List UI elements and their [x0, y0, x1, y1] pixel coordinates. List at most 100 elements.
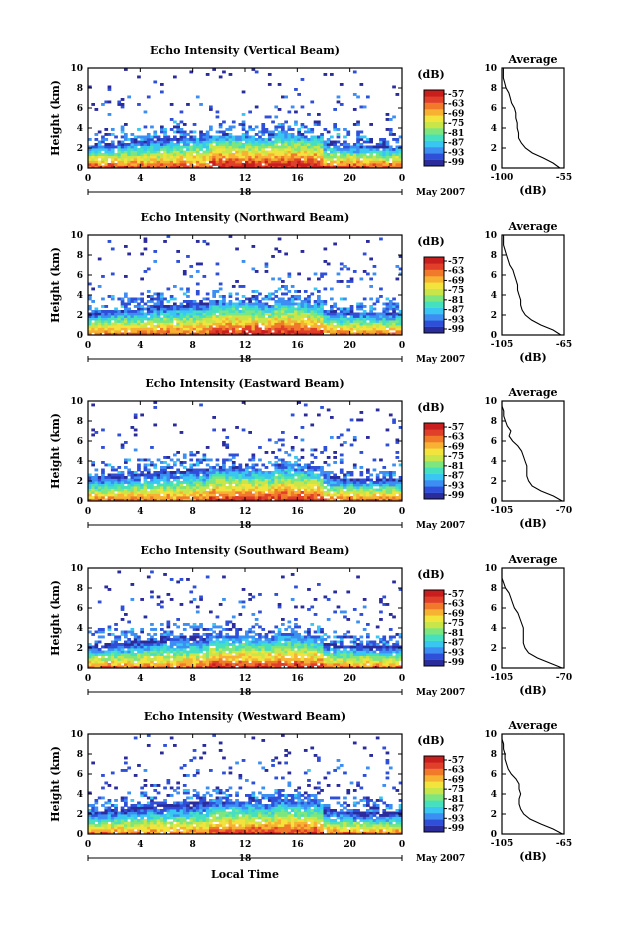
heatmap-cell — [300, 105, 305, 109]
heatmap-cell — [209, 466, 213, 469]
heatmap-cell — [130, 630, 135, 634]
heatmap-cell — [264, 130, 269, 134]
heatmap-cell — [346, 317, 351, 321]
heatmap-cell — [117, 320, 122, 323]
heatmap-cell — [366, 160, 370, 164]
heatmap-cell — [287, 478, 292, 482]
heatmap-cell — [133, 145, 138, 149]
heatmap-cell — [372, 145, 377, 149]
heatmap-cell — [294, 138, 298, 141]
heatmap-cell — [307, 145, 311, 149]
heatmap-cell — [88, 663, 92, 666]
heatmap-cell — [398, 322, 403, 326]
heatmap-cell — [258, 483, 262, 487]
heatmap-cell — [277, 317, 282, 321]
heatmap-cell — [317, 295, 321, 298]
heatmap-cell — [150, 476, 154, 479]
colorbar-tick-label: -69 — [448, 109, 464, 119]
heatmap-cell — [392, 320, 396, 323]
heatmap-cell — [307, 491, 311, 494]
heatmap-cell — [160, 165, 164, 169]
heatmap-cell — [143, 148, 148, 151]
heatmap-cell — [124, 133, 128, 136]
heatmap-cell — [114, 640, 118, 644]
heatmap-cell — [241, 123, 246, 126]
heatmap-cell — [153, 491, 158, 494]
heatmap-cell — [343, 150, 347, 154]
heatmap-cell — [205, 330, 210, 333]
heatmap-cell — [146, 463, 151, 467]
heatmap-cell — [392, 327, 396, 331]
heatmap-cell — [117, 103, 122, 106]
heatmap-cell — [166, 165, 171, 169]
heatmap-cell — [251, 150, 256, 154]
heatmap-cell — [235, 491, 239, 494]
heatmap-cell — [195, 451, 200, 454]
heatmap-cell — [218, 287, 223, 291]
heatmap-cell — [349, 315, 354, 318]
heatmap-cell — [101, 317, 105, 321]
heatmap-cell — [359, 486, 364, 489]
heatmap-cell — [271, 317, 275, 321]
heatmap-cell — [182, 660, 187, 664]
heatmap-cell — [290, 325, 295, 328]
heatmap-cell — [212, 327, 216, 331]
heatmap-cell — [150, 300, 154, 303]
heatmap-cell — [330, 150, 334, 154]
heatmap-cell — [212, 478, 216, 482]
heatmap-cell — [395, 451, 400, 454]
heatmap-cell — [339, 486, 344, 489]
heatmap-cell — [382, 471, 387, 474]
heatmap-cell — [166, 473, 171, 477]
heatmap-cell — [110, 653, 115, 656]
heatmap-cell — [114, 476, 118, 479]
heatmap-cell — [251, 476, 256, 479]
heatmap-cell — [294, 297, 298, 301]
heatmap-cell — [97, 317, 102, 321]
heatmap-cell — [163, 148, 167, 151]
heatmap-cell — [241, 302, 246, 306]
heatmap-cell — [107, 327, 112, 331]
colorbar-swatch — [424, 159, 444, 167]
heatmap-cell — [343, 478, 347, 482]
heatmap-cell — [182, 165, 187, 169]
heatmap-cell — [290, 165, 295, 169]
heatmap-cell — [356, 493, 360, 497]
heatmap-cell — [352, 498, 357, 502]
heatmap-cell — [91, 312, 95, 316]
heatmap-cell — [277, 165, 282, 169]
heatmap-cell — [195, 310, 200, 313]
heatmap-cell — [137, 297, 141, 301]
heatmap-cell — [261, 158, 266, 161]
heatmap-cell — [202, 322, 207, 326]
heatmap-cell — [228, 128, 233, 131]
heatmap-cell — [137, 75, 141, 79]
heatmap-cell — [127, 493, 131, 497]
heatmap-cell — [235, 498, 239, 502]
heatmap-cell — [150, 140, 154, 144]
heatmap-cell — [228, 491, 233, 494]
heatmap-cell — [330, 483, 334, 487]
heatmap-cell — [251, 68, 256, 71]
heatmap-cell — [153, 401, 158, 404]
heatmap-cell — [101, 653, 105, 656]
heatmap-cell — [382, 473, 387, 477]
heatmap-cell — [166, 625, 171, 629]
heatmap-cell — [362, 140, 367, 144]
heatmap-cell — [199, 648, 203, 651]
heatmap-cell — [290, 446, 295, 449]
heatmap-cell — [346, 498, 351, 502]
heatmap-cell — [91, 148, 95, 151]
heatmap-cell — [189, 653, 194, 656]
profile-frame — [501, 400, 565, 502]
heatmap-cell — [137, 165, 141, 169]
heatmap-cell — [140, 135, 144, 139]
heatmap-cell — [222, 295, 226, 298]
heatmap-cell — [251, 155, 256, 159]
heatmap-cell — [382, 493, 387, 497]
heatmap-cell — [166, 650, 171, 654]
heatmap-cell — [388, 148, 393, 151]
heatmap-cell — [281, 307, 285, 311]
heatmap-cell — [362, 145, 367, 149]
heatmap-cell — [186, 140, 190, 144]
